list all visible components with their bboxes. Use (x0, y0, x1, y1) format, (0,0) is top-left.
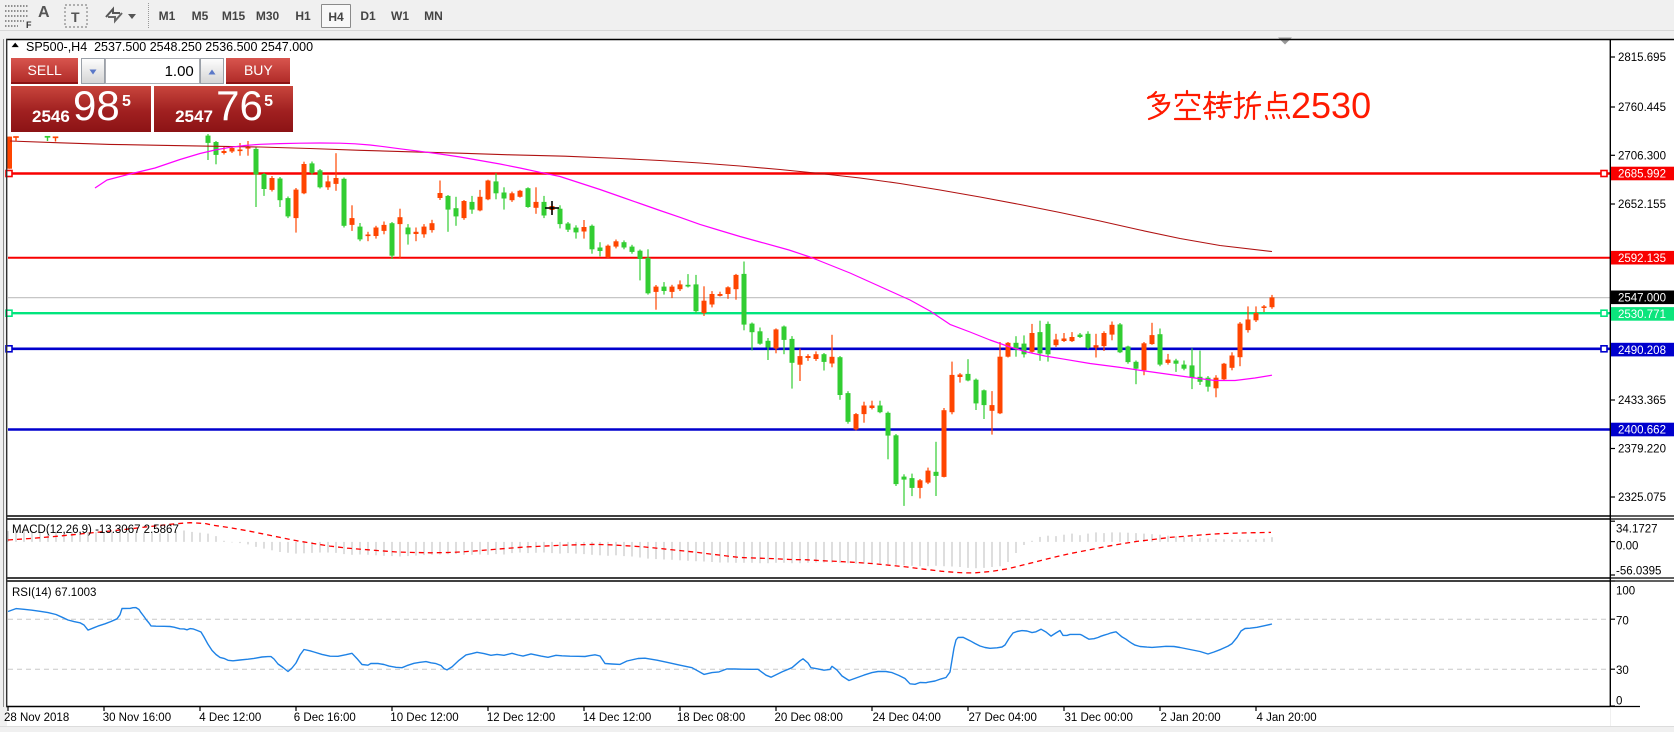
svg-text:0: 0 (1616, 696, 1622, 708)
svg-text:27 Dec 04:00: 27 Dec 04:00 (969, 712, 1037, 724)
svg-text:6 Dec 16:00: 6 Dec 16:00 (294, 712, 356, 724)
svg-text:34.1727: 34.1727 (1616, 524, 1658, 536)
svg-text:2530.771: 2530.771 (1618, 309, 1666, 321)
svg-text:F: F (26, 20, 32, 30)
svg-text:14 Dec 12:00: 14 Dec 12:00 (583, 712, 651, 724)
svg-text:20 Dec 08:00: 20 Dec 08:00 (775, 712, 843, 724)
svg-text:0.00: 0.00 (1616, 541, 1638, 553)
svg-text:31 Dec 00:00: 31 Dec 00:00 (1065, 712, 1133, 724)
svg-text:2547.000: 2547.000 (1618, 293, 1666, 305)
svg-text:2685.992: 2685.992 (1618, 169, 1666, 181)
svg-text:4 Jan 20:00: 4 Jan 20:00 (1257, 712, 1317, 724)
svg-text:70: 70 (1616, 616, 1629, 628)
svg-text:10 Dec 12:00: 10 Dec 12:00 (390, 712, 458, 724)
svg-text:100: 100 (1616, 586, 1635, 598)
svg-text:2433.365: 2433.365 (1618, 395, 1666, 407)
svg-text:12 Dec 12:00: 12 Dec 12:00 (487, 712, 555, 724)
svg-text:-56.0395: -56.0395 (1616, 566, 1661, 578)
svg-text:2 Jan 20:00: 2 Jan 20:00 (1161, 712, 1221, 724)
svg-text:2530: 2530 (1291, 85, 1371, 126)
svg-text:2400.662: 2400.662 (1618, 425, 1666, 437)
svg-text:28 Nov 2018: 28 Nov 2018 (4, 712, 69, 724)
svg-text:2706.300: 2706.300 (1618, 150, 1666, 162)
svg-text:2815.695: 2815.695 (1618, 52, 1666, 64)
svg-text:RSI(14) 67.1003: RSI(14) 67.1003 (12, 587, 96, 599)
svg-text:2325.075: 2325.075 (1618, 492, 1666, 504)
svg-text:2592.135: 2592.135 (1618, 253, 1666, 265)
svg-text:18 Dec 08:00: 18 Dec 08:00 (677, 712, 745, 724)
svg-text:30 Nov 16:00: 30 Nov 16:00 (103, 712, 171, 724)
svg-text:SP500-,H4 2537.500 2548.250 2: SP500-,H4 2537.500 2548.250 2536.500 254… (26, 40, 313, 54)
svg-text:2490.208: 2490.208 (1618, 345, 1666, 357)
svg-text:2379.220: 2379.220 (1618, 444, 1666, 456)
svg-text:30: 30 (1616, 665, 1629, 677)
svg-text:MACD(12,26,9) -13.3067 2.5867: MACD(12,26,9) -13.3067 2.5867 (12, 524, 179, 536)
svg-text:24 Dec 04:00: 24 Dec 04:00 (873, 712, 941, 724)
svg-text:T: T (71, 9, 80, 25)
svg-text:2652.155: 2652.155 (1618, 199, 1666, 211)
svg-text:4 Dec 12:00: 4 Dec 12:00 (199, 712, 261, 724)
svg-text:2760.445: 2760.445 (1618, 102, 1666, 114)
